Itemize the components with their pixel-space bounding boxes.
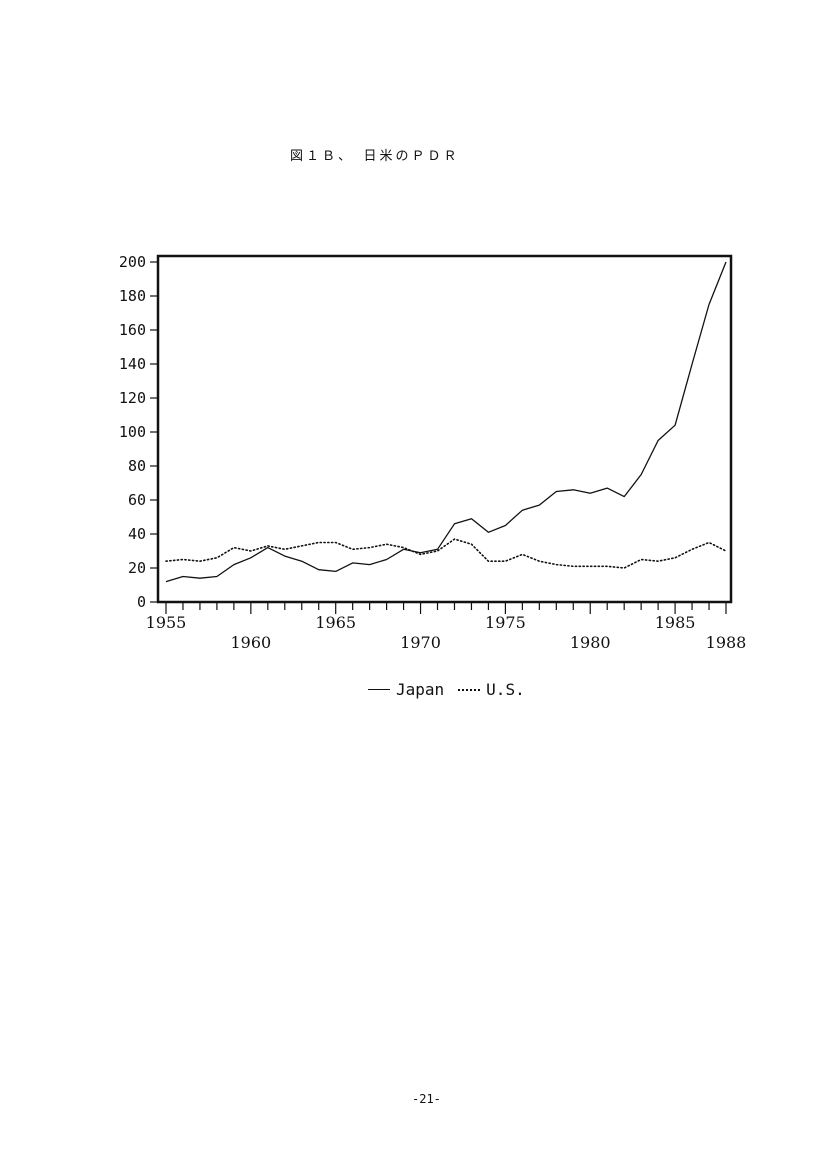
- series-line-us: [165, 538, 727, 569]
- x-tick-label: 1955: [146, 613, 187, 632]
- y-tick-label: 80: [128, 457, 146, 475]
- x-tick-label: 1960: [230, 633, 271, 652]
- x-tick-label: 1988: [706, 633, 747, 652]
- dotted-line-swatch-icon: [458, 688, 481, 691]
- x-tick-label: 1970: [400, 633, 441, 652]
- legend-label-japan: Japan: [396, 680, 445, 699]
- y-tick-label: 100: [119, 423, 146, 441]
- y-tick-label: 180: [119, 287, 146, 305]
- figure-title: 図１Ｂ、 日米のＰＤＲ: [290, 149, 460, 164]
- legend: Japan U.S.: [368, 680, 539, 699]
- x-axis: 1955 1960 1965 1970 1975 1980 1985 1988: [146, 602, 747, 652]
- y-axis: 0 20 40 60 80 100 120 140 160 180 200: [119, 253, 158, 611]
- series-layer: [165, 261, 727, 583]
- solid-line-swatch-icon: [368, 689, 390, 690]
- series-line-japan: [165, 261, 727, 583]
- y-tick-label: 0: [137, 593, 146, 611]
- x-tick-label: 1965: [315, 613, 356, 632]
- legend-item-us: U.S.: [458, 680, 525, 699]
- y-tick-label: 200: [119, 253, 146, 271]
- plot-frame: [156, 254, 733, 604]
- y-tick-label: 20: [128, 559, 146, 577]
- x-tick-label: 1980: [570, 633, 611, 652]
- legend-label-us: U.S.: [486, 680, 525, 699]
- x-tick-label: 1975: [485, 613, 526, 632]
- legend-item-japan: Japan: [368, 680, 444, 699]
- y-tick-label: 60: [128, 491, 146, 509]
- y-tick-label: 40: [128, 525, 146, 543]
- y-tick-label: 120: [119, 389, 146, 407]
- page-number: -21-: [412, 1092, 441, 1106]
- y-tick-label: 160: [119, 321, 146, 339]
- x-tick-label: 1985: [655, 613, 696, 632]
- y-tick-label: 140: [119, 355, 146, 373]
